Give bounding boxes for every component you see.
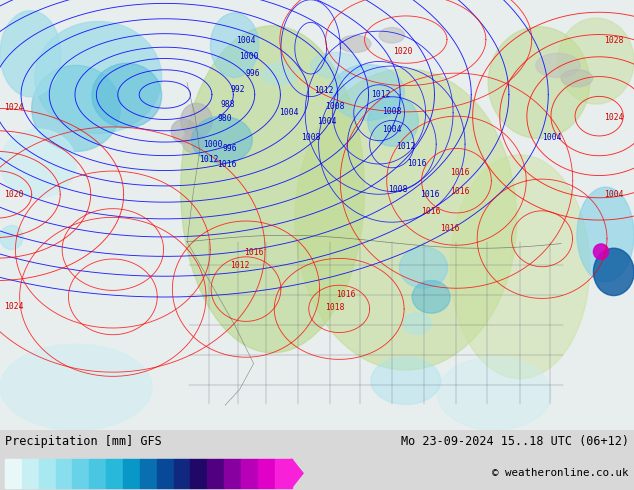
Text: 1028: 1028 <box>604 36 623 46</box>
Ellipse shape <box>181 103 212 138</box>
Ellipse shape <box>339 35 371 52</box>
Text: 1016: 1016 <box>441 224 460 233</box>
Ellipse shape <box>450 155 590 379</box>
Ellipse shape <box>0 129 76 198</box>
Ellipse shape <box>182 131 205 153</box>
Bar <box>39 459 56 488</box>
Text: 996: 996 <box>245 69 260 77</box>
Ellipse shape <box>368 97 418 147</box>
Ellipse shape <box>0 225 23 249</box>
Ellipse shape <box>412 280 450 313</box>
Bar <box>72 459 89 488</box>
Text: 1004: 1004 <box>542 133 561 142</box>
Text: 1016: 1016 <box>422 207 441 216</box>
Ellipse shape <box>92 63 162 128</box>
Ellipse shape <box>371 357 441 404</box>
Text: 1012: 1012 <box>371 90 390 99</box>
Bar <box>89 459 107 488</box>
Text: Precipitation [mm] GFS: Precipitation [mm] GFS <box>5 435 162 448</box>
Ellipse shape <box>437 357 552 430</box>
Text: 1016: 1016 <box>408 159 427 168</box>
Ellipse shape <box>331 65 404 121</box>
Bar <box>241 459 258 488</box>
Ellipse shape <box>558 18 634 104</box>
Ellipse shape <box>295 69 517 370</box>
Ellipse shape <box>593 244 609 259</box>
Text: 1012: 1012 <box>200 155 219 164</box>
Bar <box>207 459 224 488</box>
Ellipse shape <box>593 248 634 295</box>
Text: 980: 980 <box>217 114 233 123</box>
Text: 1024: 1024 <box>604 113 623 122</box>
Ellipse shape <box>181 26 365 353</box>
Ellipse shape <box>561 70 593 87</box>
Ellipse shape <box>171 119 197 143</box>
Text: 1012: 1012 <box>396 142 415 151</box>
Text: 1000: 1000 <box>203 140 222 148</box>
Text: 1016: 1016 <box>450 168 469 176</box>
Text: 1016: 1016 <box>217 160 236 169</box>
Ellipse shape <box>399 247 448 288</box>
Text: 1008: 1008 <box>301 133 320 142</box>
Bar <box>258 459 275 488</box>
Ellipse shape <box>488 26 590 139</box>
Ellipse shape <box>191 116 252 164</box>
Bar <box>157 459 174 488</box>
Bar <box>190 459 207 488</box>
Text: 1016: 1016 <box>450 187 469 196</box>
Text: 1004: 1004 <box>236 36 256 46</box>
Ellipse shape <box>32 65 120 151</box>
Text: 1004: 1004 <box>317 117 336 126</box>
Ellipse shape <box>35 22 162 133</box>
Bar <box>174 459 190 488</box>
Text: 996: 996 <box>222 144 237 153</box>
Bar <box>224 459 241 488</box>
FancyArrow shape <box>292 459 303 488</box>
Bar <box>22 459 39 488</box>
Text: 1016: 1016 <box>244 248 263 257</box>
Bar <box>275 459 292 488</box>
Text: 1020: 1020 <box>4 190 23 199</box>
Text: 1012: 1012 <box>314 86 333 95</box>
Ellipse shape <box>379 27 404 43</box>
Text: 1016: 1016 <box>420 190 439 199</box>
Text: 1020: 1020 <box>393 47 412 56</box>
Ellipse shape <box>536 53 580 77</box>
Text: 1000: 1000 <box>240 52 259 61</box>
Bar <box>56 459 72 488</box>
Bar <box>140 459 157 488</box>
Ellipse shape <box>210 13 259 77</box>
Text: 1004: 1004 <box>279 108 298 117</box>
Bar <box>107 459 123 488</box>
Text: 1016: 1016 <box>336 290 355 299</box>
Text: 1004: 1004 <box>382 124 401 134</box>
Text: 1024: 1024 <box>4 302 23 311</box>
Text: © weatheronline.co.uk: © weatheronline.co.uk <box>493 468 629 478</box>
Ellipse shape <box>0 344 152 430</box>
Text: 1008: 1008 <box>325 102 344 111</box>
Text: 1012: 1012 <box>230 261 249 270</box>
Ellipse shape <box>261 63 297 85</box>
Ellipse shape <box>577 187 634 282</box>
Text: Mo 23-09-2024 15..18 UTC (06+12): Mo 23-09-2024 15..18 UTC (06+12) <box>401 435 629 448</box>
Bar <box>5 459 22 488</box>
Text: 1008: 1008 <box>389 185 408 194</box>
Text: 992: 992 <box>230 85 245 94</box>
Text: 1024: 1024 <box>4 103 23 112</box>
Text: 1004: 1004 <box>604 190 623 199</box>
Ellipse shape <box>0 11 61 97</box>
Text: 988: 988 <box>221 99 236 109</box>
Text: 1018: 1018 <box>325 303 344 312</box>
Ellipse shape <box>311 52 361 78</box>
Text: 1008: 1008 <box>382 107 401 116</box>
Ellipse shape <box>403 313 431 334</box>
Bar <box>123 459 140 488</box>
